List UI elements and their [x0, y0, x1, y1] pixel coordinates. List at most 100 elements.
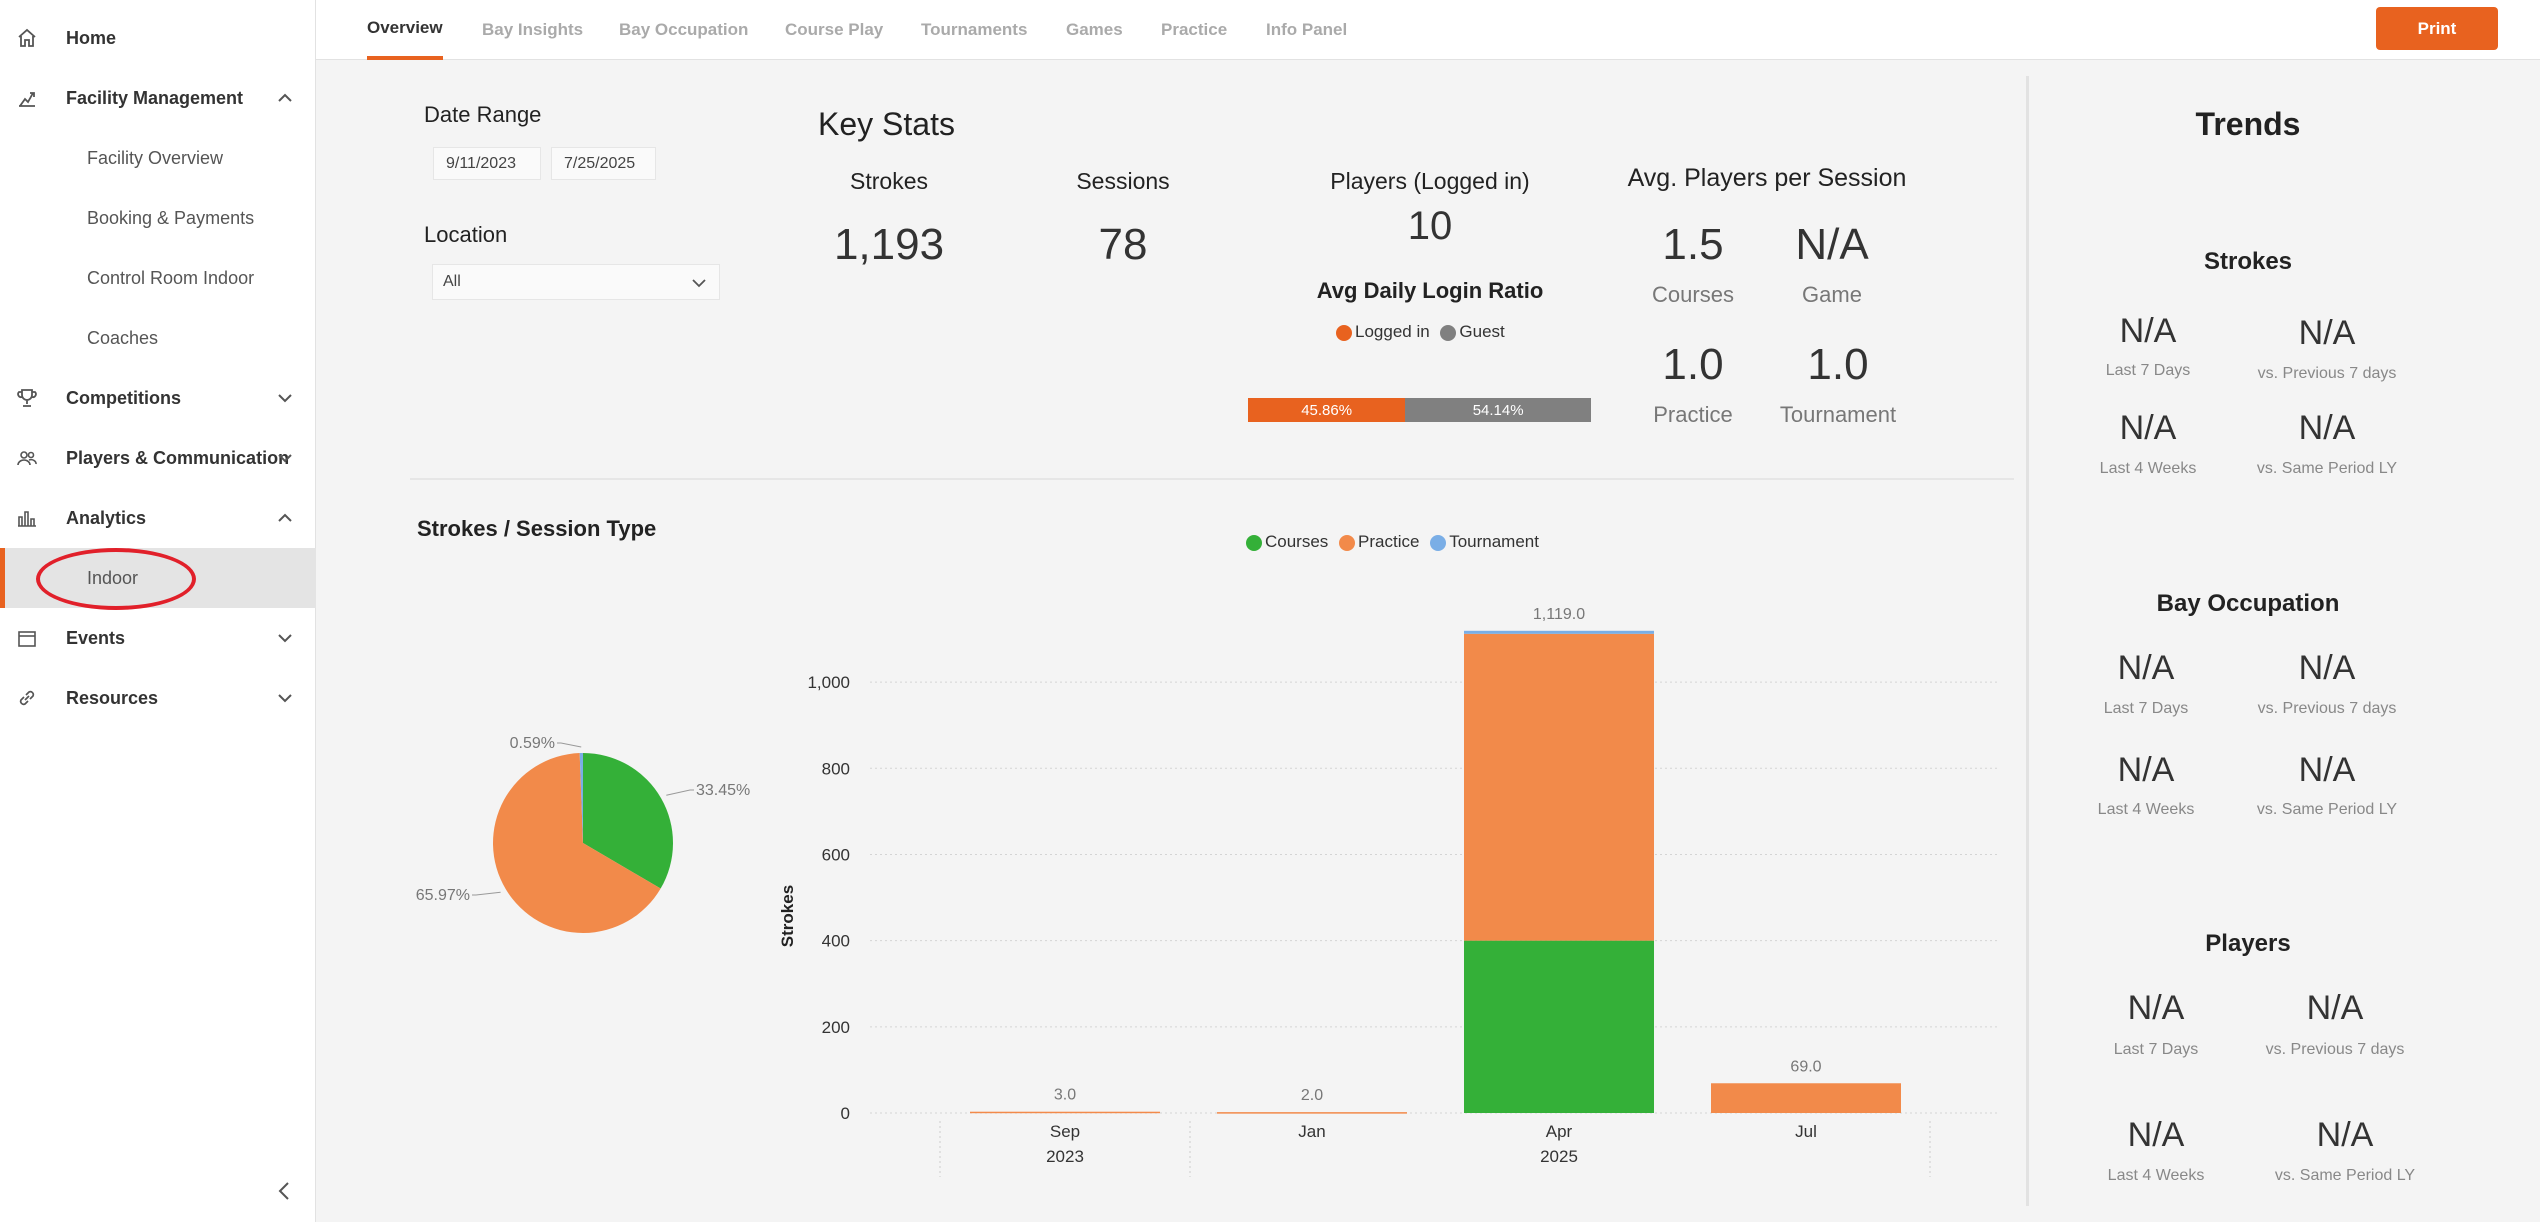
x-tick-label: Jul	[1795, 1122, 1817, 1141]
trend-label: vs. Previous 7 days	[2265, 1041, 2405, 1058]
date-start-input[interactable]: 9/11/2023	[433, 147, 541, 180]
sidebar-item-label: Control Room Indoor	[87, 267, 255, 288]
legend-practice: Practice	[1358, 532, 1420, 551]
sessions-stat-value: 78	[1098, 220, 1148, 269]
tab-overview[interactable]: Overview	[367, 0, 443, 60]
players-logged-value: 10	[1407, 204, 1453, 248]
chevron-up-icon	[278, 513, 292, 522]
login-ratio-bar: 45.86% 54.14%	[1248, 398, 1591, 422]
bar-total-label: 2.0	[1301, 1087, 1323, 1104]
sidebar-item-home[interactable]: Home	[0, 8, 316, 68]
trend-bay-occupation-title: Bay Occupation	[2156, 590, 2340, 617]
sidebar-item-control-room-indoor[interactable]: Control Room Indoor	[0, 248, 316, 308]
sidebar-item-analytics[interactable]: Analytics	[0, 488, 316, 548]
courses-avg-label: Courses	[1652, 282, 1734, 307]
strokes-session-type-title: Strokes / Session Type	[417, 516, 657, 541]
y-tick-label: 400	[822, 932, 850, 951]
practice-avg-label: Practice	[1653, 402, 1733, 427]
strokes-stat-value: 1,193	[833, 220, 945, 269]
print-button[interactable]: Print	[2376, 7, 2498, 50]
tab-info-panel[interactable]: Info Panel	[1266, 20, 1348, 39]
strokes-bar-chart: 0 200 400 600 800 1,000 Strokes 3.0 Sep 2023 2.0 Ja…	[778, 606, 2000, 1177]
legend-courses: Courses	[1265, 532, 1329, 551]
login-ratio-legend: Logged in Guest	[1336, 322, 1505, 342]
bar-total-label: 69.0	[1790, 1058, 1821, 1075]
players-logged-label: Players (Logged in)	[1330, 168, 1530, 194]
sidebar-item-label: Events	[66, 627, 126, 648]
sidebar-item-resources[interactable]: Resources	[0, 668, 316, 728]
trend-label: Last 4 Weeks	[2107, 1167, 2205, 1184]
chevron-down-icon	[278, 694, 292, 703]
trend-value: N/A	[2119, 312, 2177, 350]
calendar-icon	[16, 627, 38, 649]
pie-slice-tournament[interactable]	[579, 753, 583, 843]
sidebar-item-competitions[interactable]: Competitions	[0, 368, 316, 428]
location-label: Location	[424, 222, 508, 247]
bar-segment-tournament[interactable]	[1464, 630, 1654, 634]
trend-label: Last 7 Days	[2103, 700, 2189, 717]
pie-slice-courses[interactable]	[583, 753, 673, 889]
trend-label: Last 4 Weeks	[2097, 801, 2195, 818]
tournament-legend-dot	[1430, 534, 1447, 551]
legend-tournament: Tournament	[1449, 532, 1539, 551]
tournament-avg-label: Tournament	[1779, 402, 1897, 427]
y-tick-label: 1,000	[807, 673, 850, 692]
trend-label: vs. Same Period LY	[2256, 801, 2398, 818]
chart-legend: Courses Practice Tournament	[1246, 532, 1539, 552]
bar-segment-practice[interactable]	[1711, 1083, 1901, 1113]
sidebar-item-label: Booking & Payments	[87, 207, 255, 228]
collapse-sidebar-icon[interactable]	[270, 1176, 300, 1206]
tab-games[interactable]: Games	[1066, 20, 1123, 39]
logged-in-bar-segment: 45.86%	[1248, 398, 1406, 422]
sidebar-item-facility-management[interactable]: Facility Management	[0, 68, 316, 128]
practice-legend-dot	[1339, 534, 1356, 551]
avg-players-label: Avg. Players per Session	[1627, 164, 1907, 192]
sidebar-item-players-communication[interactable]: Players & Communication	[0, 428, 316, 488]
pie-slice-practice[interactable]	[493, 753, 661, 933]
key-stats-title: Key Stats	[818, 106, 955, 142]
trend-label: Last 4 Weeks	[2099, 460, 2197, 477]
trend-value: N/A	[2298, 409, 2356, 447]
trend-players-title: Players	[2205, 930, 2291, 957]
y-tick-label: 800	[822, 759, 850, 778]
bar-segment-practice[interactable]	[1217, 1112, 1407, 1114]
tab-tournaments[interactable]: Tournaments	[921, 20, 1028, 39]
trend-value: N/A	[2306, 989, 2364, 1027]
trophy-icon	[16, 387, 38, 409]
bar-segment-courses[interactable]	[1464, 940, 1654, 1113]
trends-title: Trends	[2195, 106, 2301, 142]
bar-chart-icon	[16, 507, 38, 529]
pie-data-label: 65.97%	[416, 887, 470, 904]
date-end-input[interactable]: 7/25/2025	[551, 147, 656, 180]
trend-value: N/A	[2117, 649, 2175, 687]
chevron-down-icon	[692, 279, 706, 288]
section-divider	[410, 478, 2014, 480]
legend-guest-label: Guest	[1459, 322, 1505, 341]
tab-course-play[interactable]: Course Play	[785, 20, 884, 39]
trend-value: N/A	[2298, 751, 2356, 789]
pie-leader-line	[472, 891, 501, 896]
trend-value: N/A	[2127, 989, 2185, 1027]
date-range-label: Date Range	[424, 102, 542, 127]
sidebar-item-events[interactable]: Events	[0, 608, 316, 668]
tab-practice[interactable]: Practice	[1161, 20, 1228, 39]
chevron-up-icon	[278, 93, 292, 102]
sidebar-item-booking-payments[interactable]: Booking & Payments	[0, 188, 316, 248]
location-select[interactable]: All	[432, 264, 720, 300]
pie-leader-line	[666, 789, 694, 796]
courses-legend-dot	[1246, 534, 1262, 551]
chevron-down-icon	[278, 394, 292, 403]
sidebar-item-label: Facility Overview	[87, 147, 224, 168]
pie-data-label: 0.59%	[510, 735, 555, 752]
tab-bay-occupation[interactable]: Bay Occupation	[619, 20, 749, 39]
trend-value: N/A	[2119, 409, 2177, 447]
sidebar-item-facility-overview[interactable]: Facility Overview	[0, 128, 316, 188]
bar-segment-practice[interactable]	[970, 1111, 1160, 1114]
y-tick-label: 0	[841, 1104, 850, 1123]
tab-bay-insights[interactable]: Bay Insights	[482, 20, 584, 39]
y-axis-title: Strokes	[778, 885, 797, 947]
y-tick-label: 200	[822, 1018, 850, 1037]
bar-segment-practice[interactable]	[1464, 633, 1654, 941]
sidebar-item-coaches[interactable]: Coaches	[0, 308, 316, 368]
practice-avg-value: 1.0	[1662, 340, 1724, 389]
